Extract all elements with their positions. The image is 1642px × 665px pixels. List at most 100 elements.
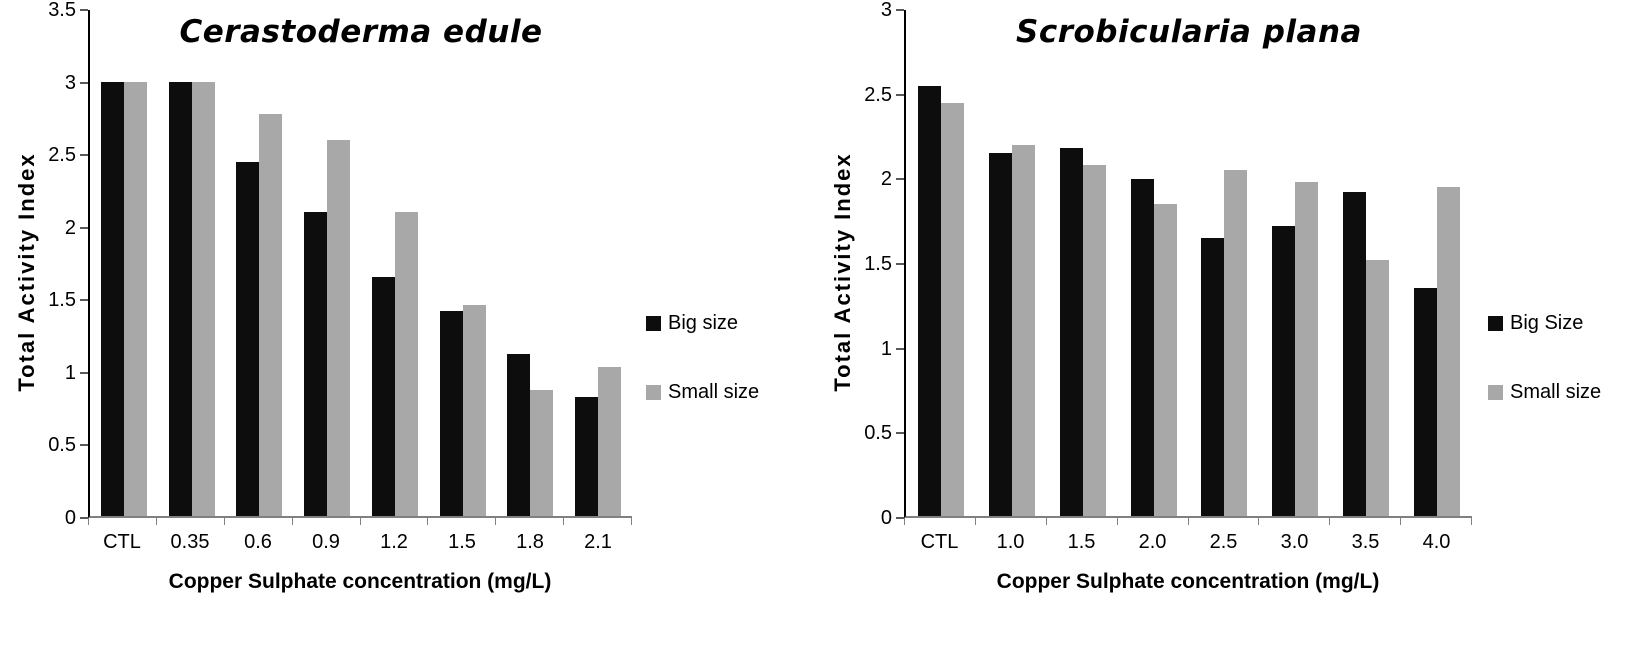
x-tick-mark (157, 518, 225, 525)
y-tick-label: 1.5 (864, 253, 892, 275)
x-tick-label: CTL (103, 531, 141, 553)
bar-big-size (575, 397, 599, 516)
bar-group (293, 10, 361, 516)
legend: Big Size Small size (1472, 10, 1642, 665)
y-tick-label: 3.5 (48, 0, 76, 21)
bar-group (158, 10, 226, 516)
x-tick-mark (1401, 518, 1472, 525)
bar-small-size (1224, 170, 1248, 516)
bar-big-size (1130, 178, 1154, 516)
x-tick-label: 2.1 (584, 531, 612, 553)
chart-scrobicularia-plana: Total Activity Index 3 2.5 2 1.5 1 0.5 0 Scrob… (782, 0, 1642, 665)
legend-item: Small size (1488, 381, 1642, 404)
bar-small-size (394, 212, 418, 516)
bar-big-size (439, 310, 463, 516)
bars (906, 10, 1472, 516)
bar-group (1048, 10, 1119, 516)
bar-small-size (191, 82, 215, 516)
y-tick-label: 1.5 (48, 289, 76, 312)
x-tick-mark (564, 518, 632, 525)
bar-small-size (327, 140, 351, 516)
x-axis-labels: CTL 1.0 1.5 2.0 2.5 3.0 3.5 4.0 (904, 531, 1472, 554)
bar-big-size (304, 212, 328, 516)
plot-area: Cerastoderma edule (88, 10, 632, 518)
x-tick-mark (225, 518, 293, 525)
legend-label: Small size (1510, 380, 1602, 403)
x-tick-mark (1047, 518, 1118, 525)
bar-group (906, 10, 977, 516)
bar-big-size (507, 354, 531, 516)
bars (90, 10, 632, 516)
y-tick-label: 0 (880, 507, 892, 529)
chart-title: Cerastoderma edule (179, 14, 543, 50)
bar-big-size (236, 161, 260, 516)
bar-group (1331, 10, 1402, 516)
y-tick-label: 1 (64, 361, 76, 384)
x-tick-label: 1.2 (380, 531, 408, 553)
x-tick-label: 0.35 (170, 531, 210, 553)
x-axis-tick-marks (904, 518, 1472, 525)
y-tick-label: 2.5 (864, 83, 892, 106)
bar-big-size (100, 82, 124, 516)
x-tick-mark (293, 518, 361, 525)
x-tick-mark (1330, 518, 1402, 525)
legend-swatch-icon (646, 315, 661, 331)
bar-big-size (1413, 288, 1437, 516)
x-tick-mark (976, 518, 1047, 525)
y-axis-title-text: Total Activity Index (829, 152, 855, 392)
bar-big-size (168, 82, 192, 516)
legend-label: Big size (668, 311, 739, 334)
x-tick-label: 3.5 (1351, 531, 1380, 553)
y-tick-label: 2 (880, 168, 892, 191)
bar-big-size (1342, 192, 1366, 516)
bar-big-size (1201, 237, 1225, 516)
chart-body: 3 2.5 2 1.5 1 0.5 0 Scrobicularia plana CTL 1.0… (858, 0, 1472, 665)
x-tick-label: 2.5 (1209, 531, 1238, 553)
x-tick-mark (1189, 518, 1260, 525)
x-axis-title: Copper Sulphate concentration (mg/L) (996, 570, 1380, 593)
legend-label: Big Size (1510, 311, 1584, 334)
y-axis-ticks: 3.5 3 2.5 2 1.5 1 0.5 0 (42, 0, 88, 528)
y-tick-label: 1 (880, 337, 892, 360)
x-tick-label: 1.8 (516, 531, 544, 553)
x-tick-mark (428, 518, 497, 525)
bar-big-size (1272, 225, 1296, 516)
bar-small-size (598, 367, 622, 516)
bar-group (361, 10, 429, 516)
bar-small-size (1436, 187, 1460, 516)
x-tick-label: 1.5 (1067, 531, 1096, 553)
bar-small-size (530, 390, 554, 516)
x-tick-mark (496, 518, 565, 525)
y-tick-label: 0 (64, 507, 76, 529)
bar-group (429, 10, 497, 516)
plot-area: Scrobicularia plana (904, 10, 1472, 518)
chart-title: Scrobicularia plana (1016, 14, 1362, 50)
x-tick-label: 1.5 (448, 531, 476, 553)
bar-group (564, 10, 632, 516)
bar-small-size (259, 114, 283, 516)
y-tick-label: 3 (64, 71, 76, 94)
y-tick-label: 3 (880, 0, 892, 21)
bar-group (497, 10, 565, 516)
y-axis-title: Total Activity Index (824, 10, 858, 665)
y-tick-label: 2 (64, 216, 76, 239)
bar-big-size (989, 153, 1013, 516)
legend-swatch-icon (1488, 315, 1503, 331)
bar-group (1189, 10, 1260, 516)
bar-group (1118, 10, 1189, 516)
bar-small-size (1365, 259, 1389, 516)
x-tick-mark (1259, 518, 1331, 525)
legend-label: Small size (668, 380, 760, 403)
x-tick-label: 4.0 (1422, 531, 1451, 553)
legend-item: Big Size (1488, 312, 1642, 335)
bar-small-size (1012, 144, 1036, 516)
y-axis-title: Total Activity Index (8, 10, 42, 665)
bar-group (977, 10, 1048, 516)
y-tick-label: 2.5 (48, 144, 76, 167)
bar-big-size (371, 277, 395, 516)
x-axis-labels: CTL 0.35 0.6 0.9 1.2 1.5 1.8 2.1 (88, 531, 632, 554)
legend-item: Big size (646, 312, 782, 335)
bar-small-size (1082, 165, 1106, 516)
y-tick-label: 0.5 (864, 422, 892, 445)
x-tick-label: CTL (920, 531, 959, 553)
